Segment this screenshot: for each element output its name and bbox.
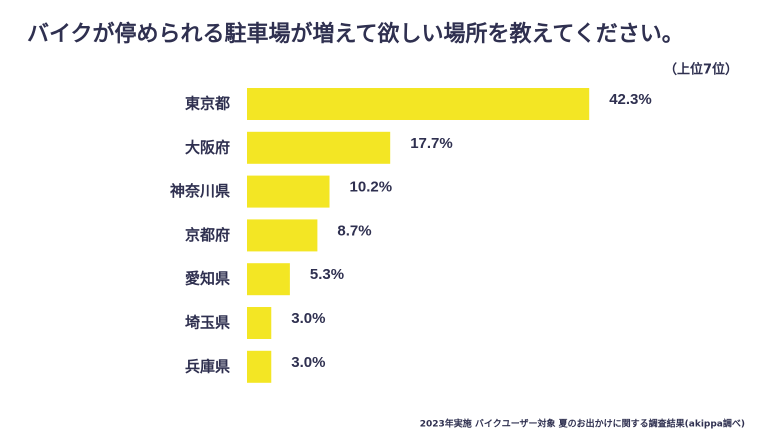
value-label: 17.7% — [410, 135, 453, 152]
chart-subtitle: （上位7位） — [664, 62, 738, 78]
category-label: 兵庫県 — [185, 357, 230, 375]
bar — [247, 219, 318, 252]
value-label: 3.0% — [291, 310, 325, 327]
category-label: 神奈川県 — [170, 182, 230, 200]
bar — [247, 131, 391, 164]
value-label: 8.7% — [337, 222, 371, 239]
category-label: 大阪府 — [185, 138, 230, 156]
bar — [247, 307, 272, 339]
bar — [247, 350, 272, 383]
source-note: 2023年実施 バイクユーザー対象 夏のお出かけに関する調査結果(akippa調… — [420, 418, 745, 430]
bar — [247, 88, 590, 120]
value-label: 10.2% — [350, 179, 393, 196]
category-label: 愛知県 — [185, 270, 230, 288]
bar — [247, 263, 290, 296]
bar — [247, 175, 330, 208]
category-label: 埼玉県 — [185, 314, 230, 332]
value-label: 42.3% — [609, 91, 652, 108]
category-label: 東京都 — [185, 95, 230, 113]
value-label: 5.3% — [310, 266, 344, 283]
chart-title: バイクが停められる駐車場が増えて欲しい場所を教えてください。 — [27, 21, 684, 47]
value-label: 3.0% — [291, 354, 325, 371]
category-label: 京都府 — [185, 226, 230, 244]
